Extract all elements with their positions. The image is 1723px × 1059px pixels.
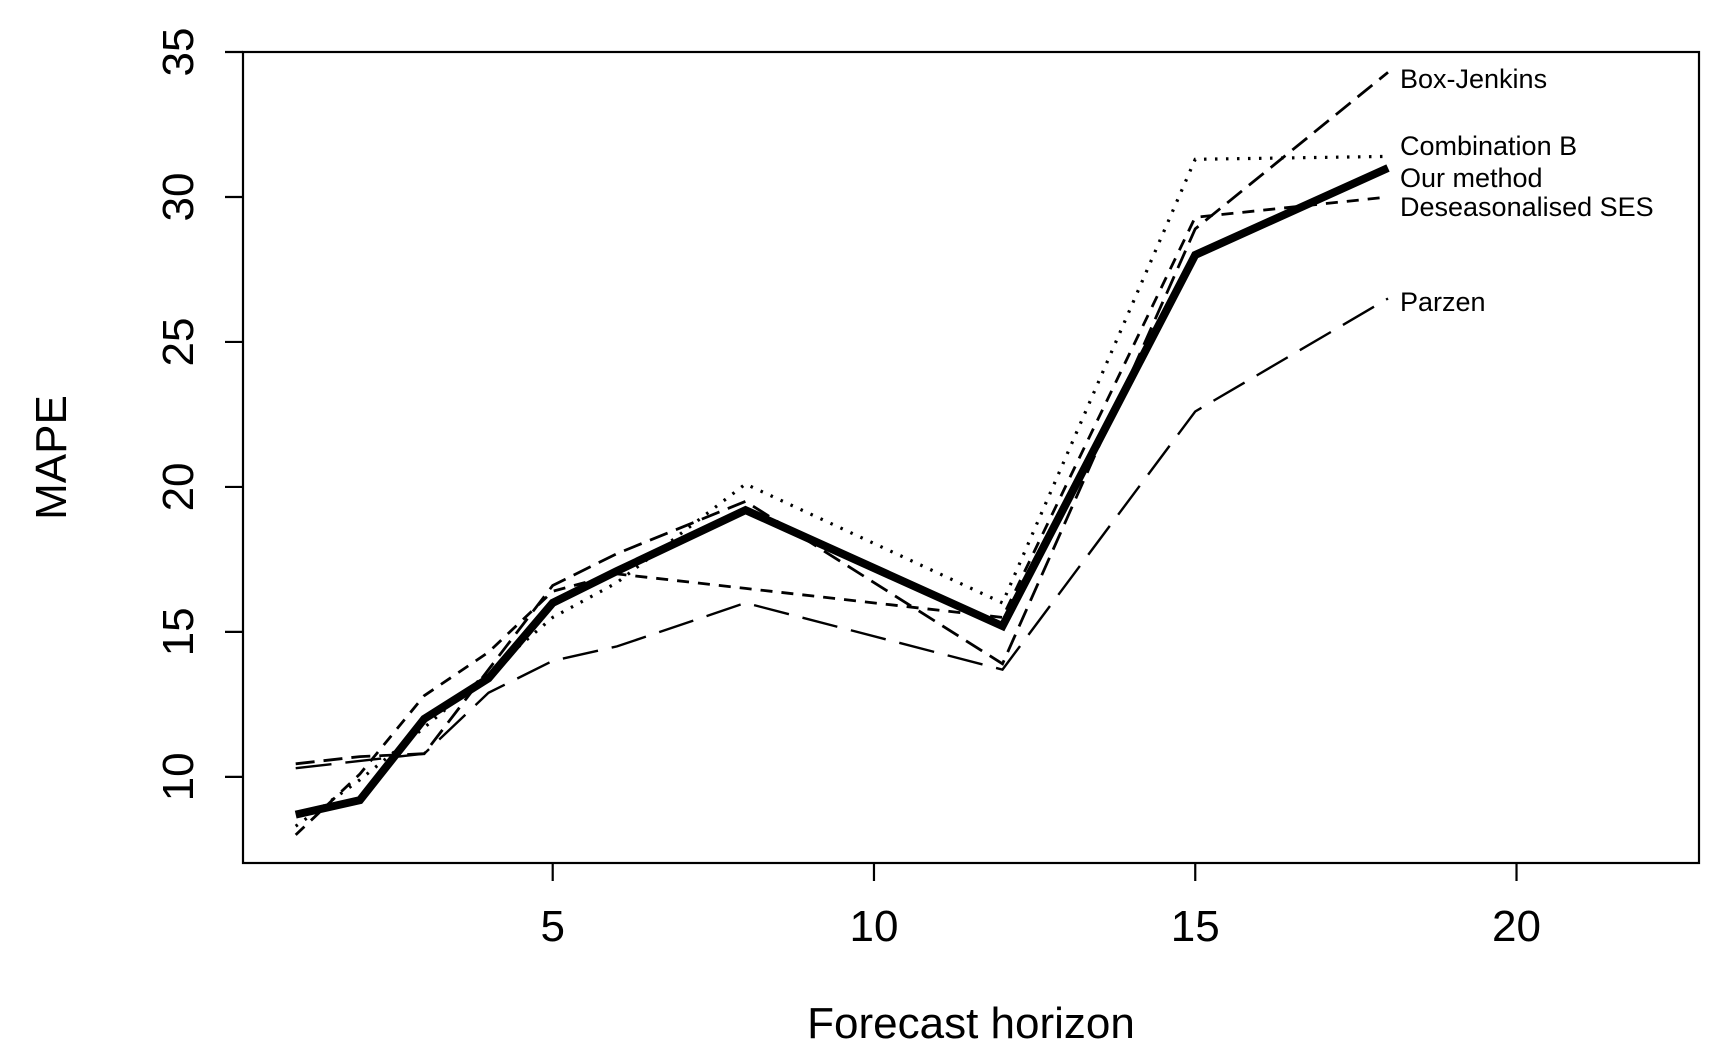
series-label-deseasonalised-ses: Deseasonalised SES (1400, 192, 1654, 222)
y-tick-label-35: 35 (154, 28, 203, 77)
y-tick-label-30: 30 (154, 173, 203, 222)
y-tick-label-20: 20 (154, 462, 203, 511)
x-tick-label-10: 10 (849, 902, 898, 951)
x-axis-title: Forecast horizon (807, 999, 1135, 1048)
series-label-parzen: Parzen (1400, 287, 1486, 317)
series-line-combination-b (294, 154, 1389, 828)
series-line-parzen (295, 297, 1389, 770)
y-tick-label-10: 10 (154, 752, 203, 801)
series-label-our-method: Our method (1400, 163, 1543, 193)
series-line-box-jenkins (295, 71, 1389, 766)
x-tick-label-15: 15 (1171, 902, 1220, 951)
series-line-deseasonalised-ses (294, 195, 1389, 836)
plot-frame (241, 50, 1701, 865)
series-label-box-jenkins: Box-Jenkins (1400, 64, 1547, 94)
series-label-combination-b: Combination B (1400, 131, 1577, 161)
y-axis-title: MAPE (27, 395, 76, 520)
x-tick-label-5: 5 (540, 902, 564, 951)
y-tick-label-25: 25 (154, 317, 203, 366)
series-line-our-method (294, 164, 1390, 819)
x-tick-label-20: 20 (1492, 902, 1541, 951)
y-tick-label-15: 15 (154, 607, 203, 656)
